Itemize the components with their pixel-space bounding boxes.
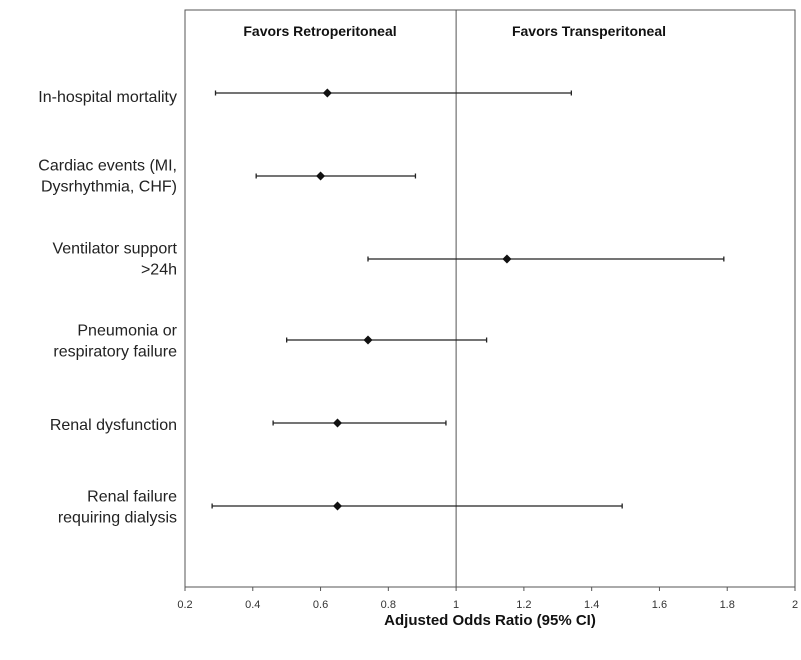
x-tick-label: 0.4: [245, 599, 260, 611]
forest-row: Ventilator support >24h: [52, 241, 725, 279]
forest-row: Cardiac events (MI, Dysrhythmia, CHF): [38, 158, 417, 196]
odds-ratio-point: [333, 501, 342, 511]
x-tick-label: 1.6: [652, 599, 667, 611]
x-tick-label: 1.8: [720, 599, 735, 611]
row-label: Pneumonia or: [77, 323, 177, 340]
row-label: Cardiac events (MI,: [38, 158, 177, 175]
forest-row: Pneumonia or respiratory failure: [53, 323, 488, 361]
row-label: Dysrhythmia, CHF): [41, 179, 177, 196]
forest-row: Renal failure requiring dialysis: [58, 489, 623, 527]
x-axis-label: Adjusted Odds Ratio (95% CI): [384, 612, 596, 629]
x-tick-label: 1.2: [516, 599, 531, 611]
odds-ratio-point: [502, 254, 512, 264]
row-label: respiratory failure: [53, 344, 177, 361]
x-axis-ticks: 0.2 0.4 0.6 0.8 1 1.2 1.4 1.6 1.8 2: [177, 587, 798, 611]
odds-ratio-point: [316, 171, 326, 181]
forest-rows: In-hospital mortality Cardiac events (MI,…: [38, 88, 725, 527]
header-right: Favors Transperitoneal: [512, 23, 666, 39]
x-tick-label: 2: [792, 599, 798, 611]
odds-ratio-point: [333, 418, 342, 428]
row-label: Renal failure: [87, 489, 177, 506]
row-label: >24h: [141, 262, 177, 279]
plot-frame: [184, 9, 796, 588]
header-left: Favors Retroperitoneal: [243, 23, 396, 39]
x-tick-label: 0.8: [381, 599, 396, 611]
row-label: Renal dysfunction: [50, 417, 177, 434]
row-label: Ventilator support: [52, 241, 177, 258]
forest-row: In-hospital mortality: [38, 88, 572, 106]
odds-ratio-point: [363, 335, 373, 345]
row-label: requiring dialysis: [58, 510, 177, 527]
x-tick-label: 0.6: [313, 599, 328, 611]
forest-row: Renal dysfunction: [50, 417, 447, 434]
x-tick-label: 0.2: [177, 599, 192, 611]
row-label: In-hospital mortality: [38, 89, 177, 106]
x-tick-label: 1.4: [584, 599, 599, 611]
odds-ratio-point: [322, 88, 332, 98]
x-tick-label: 1: [453, 599, 459, 611]
